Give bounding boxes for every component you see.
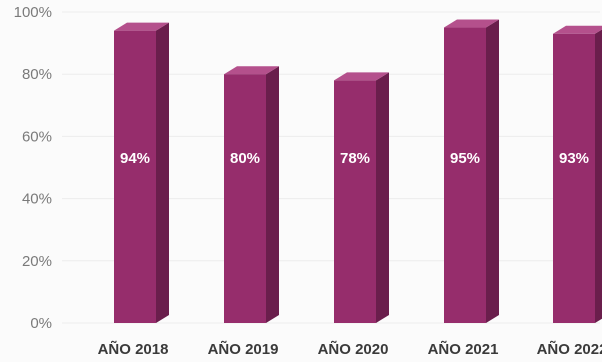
bar-año-2020: 78% <box>334 72 389 323</box>
x-category-label: AÑO 2019 <box>208 340 279 358</box>
bar-año-2021: 95% <box>444 20 499 323</box>
bar-año-2019: 80% <box>224 66 279 323</box>
data-label: 78% <box>340 150 370 167</box>
bar <box>334 80 376 323</box>
data-label: 95% <box>450 150 480 167</box>
y-tick-label: 60% <box>22 128 52 145</box>
bar-side-face <box>376 72 389 323</box>
bar <box>444 28 486 323</box>
bar <box>224 74 266 323</box>
bar-side-face <box>595 26 602 323</box>
data-label: 94% <box>120 150 150 167</box>
bar-side-face <box>486 20 499 323</box>
y-tick-label: 80% <box>22 66 52 83</box>
bar-side-face <box>156 23 169 323</box>
bar-año-2022: 93% <box>553 26 602 323</box>
y-tick-label: 0% <box>30 315 52 332</box>
bar-top-face <box>553 26 602 34</box>
x-category-label: AÑO 2020 <box>318 340 389 358</box>
bar <box>553 34 595 323</box>
y-tick-label: 100% <box>14 4 52 21</box>
bar-side-face <box>266 66 279 323</box>
x-category-label: AÑO 2021 <box>428 340 499 358</box>
bar-año-2018: 94% <box>114 23 169 323</box>
data-label: 80% <box>230 150 260 167</box>
y-tick-label: 20% <box>22 253 52 270</box>
data-label: 93% <box>559 150 589 167</box>
x-category-label: AÑO 2018 <box>98 340 169 358</box>
bars: 94% 80% 78% 95% 93% <box>114 20 602 323</box>
x-category-label: AÑO 2022 <box>537 340 602 358</box>
y-axis-tick-labels: 0% 20% 40% 60% 80% 100% <box>14 4 52 332</box>
x-axis-category-labels: AÑO 2018 AÑO 2019 AÑO 2020 AÑO 2021 AÑO 2022 <box>98 340 602 358</box>
y-tick-label: 40% <box>22 191 52 208</box>
bar <box>114 31 156 323</box>
